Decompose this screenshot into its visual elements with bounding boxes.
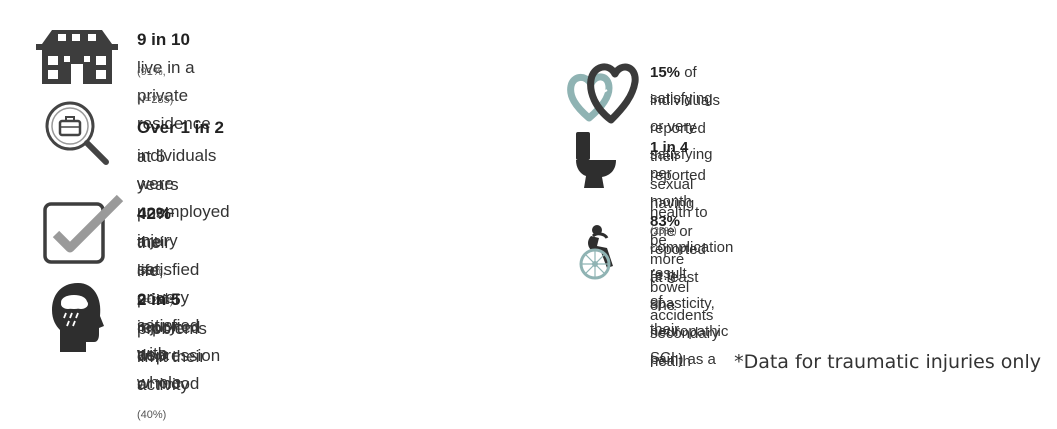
toilet-icon: [576, 132, 616, 188]
stat-text: individuals were unemployed: [137, 146, 230, 221]
job-search-icon: [45, 101, 109, 165]
stat-bold: 1 in 4: [650, 139, 689, 156]
stat-text: live in a private residence: [137, 58, 211, 133]
stat-text-line2: at 5 years post-injury: [137, 147, 179, 250]
stat-text-line3: result of their SCI: [650, 265, 687, 366]
stat-text-line2: complication (e.g. spasticity, neuropath…: [650, 239, 734, 368]
hearts-icon: [567, 63, 639, 124]
wheelchair-icon: [579, 225, 613, 280]
stat-note: (59%, N=210): [137, 265, 174, 307]
stat-bold: 2 in 5: [137, 290, 181, 309]
stat-bold: 83%: [650, 213, 681, 230]
stat-text-line2: per month: [650, 165, 692, 210]
stat-text: reported depression or mood: [137, 318, 221, 393]
head-rain-cloud-icon: [52, 283, 104, 352]
stat-note: (91%, N=285): [137, 66, 174, 106]
checkbox-icon: [43, 194, 124, 264]
stat-text: reported at least one secondary health: [650, 241, 720, 370]
stat-note: (25%): [650, 226, 677, 237]
stat-bold: 42%: [137, 204, 172, 223]
stat-text: of individuals reported their sexual hea…: [650, 64, 721, 249]
footnote: *Data for traumatic injuries only: [734, 351, 1041, 373]
stat-text-line2: their life, post-injury as a whole: [137, 233, 182, 392]
stat-text: reported having one or more bowel accide…: [650, 167, 714, 324]
stat-text-line2: problems limit their activity: [137, 319, 207, 394]
stat-text: are satisfied or very satisfied with: [137, 232, 200, 363]
house-icon: [36, 30, 118, 84]
stat-bold: 15%: [650, 64, 681, 81]
stat-bold: Over 1 in 2: [137, 118, 224, 137]
stat-text-line2: satisfying or very satisfying: [650, 90, 713, 163]
stat-bold: 9 in 10: [137, 30, 190, 49]
